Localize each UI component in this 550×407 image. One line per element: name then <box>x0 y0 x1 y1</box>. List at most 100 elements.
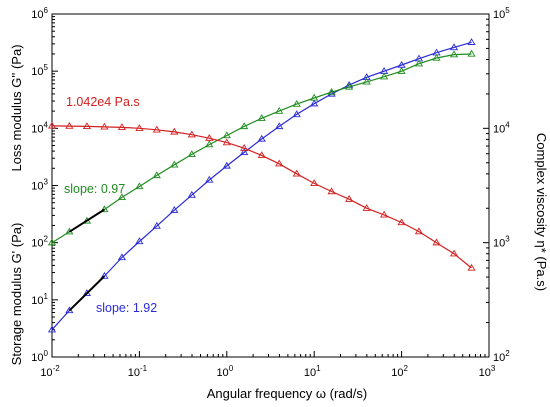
annotation-slope-loss: slope: 0.97 <box>64 182 125 196</box>
viscosity-point <box>432 238 441 246</box>
loss-point <box>327 87 336 95</box>
viscosity-line <box>51 125 472 269</box>
y-left-tick-label: 103 <box>31 178 48 193</box>
storage-point <box>205 175 214 183</box>
viscosity-point <box>257 151 266 159</box>
loss-point <box>240 122 249 130</box>
viscosity-point <box>117 123 127 130</box>
annotation-slope-storage: slope: 1.92 <box>96 301 157 315</box>
viscosity-point <box>170 127 179 135</box>
storage-point <box>152 221 161 229</box>
loss-point <box>345 82 354 90</box>
loss-point <box>117 193 127 201</box>
loss-point <box>362 77 371 85</box>
loss-point <box>292 99 301 107</box>
viscosity-point <box>240 144 249 151</box>
y-right-axis-title: Complex viscosity η* (Pa.s) <box>534 133 549 291</box>
viscosity-point <box>362 204 371 211</box>
storage-point <box>240 148 249 156</box>
x-tick-label: 101 <box>304 364 321 379</box>
y-left-tick-label: 106 <box>31 6 48 21</box>
viscosity-point <box>65 121 74 129</box>
loss-line <box>51 53 472 244</box>
y-right-tick-label: 103 <box>493 235 510 250</box>
storage-point <box>467 38 476 45</box>
storage-point <box>449 43 459 51</box>
viscosity-point <box>292 169 301 177</box>
viscosity-point <box>327 187 336 195</box>
viscosity-point <box>222 138 231 146</box>
storage-point <box>187 190 196 198</box>
y-left-tick-label: 105 <box>31 63 48 78</box>
loss-point <box>222 131 231 139</box>
x-tick-label: 100 <box>216 364 233 379</box>
x-tick-label: 10-2 <box>40 364 60 379</box>
y-axis-title-storage: Storage modulus G' (Pa) <box>9 223 24 366</box>
loss-point <box>135 182 144 190</box>
viscosity-point <box>397 218 406 226</box>
viscosity-point <box>100 122 109 130</box>
x-tick-label: 10-1 <box>128 364 148 379</box>
y-left-tick-label: 102 <box>31 235 48 250</box>
y-left-axis: 100 101 102 103 104 105 106 <box>31 6 58 364</box>
loss-point <box>397 66 406 74</box>
loss-point <box>187 150 196 158</box>
y-left-tick-label: 100 <box>31 349 48 364</box>
storage-point <box>257 134 266 142</box>
loss-point <box>380 72 389 80</box>
y-right-tick-label: 102 <box>493 349 510 364</box>
viscosity-point <box>310 179 319 187</box>
storage-point <box>310 99 319 107</box>
series-layer <box>47 38 476 333</box>
loss-point <box>467 49 476 57</box>
loss-point <box>47 238 57 246</box>
x-axis: 10-2 10-1 100 101 102 103 <box>40 351 496 379</box>
viscosity-point <box>414 227 424 235</box>
storage-point <box>135 237 144 245</box>
loss-point <box>432 53 441 61</box>
storage-point <box>362 73 371 80</box>
loss-point <box>310 93 319 101</box>
x-tick-label: 103 <box>479 364 496 379</box>
storage-point <box>292 110 301 118</box>
viscosity-point <box>449 249 459 257</box>
storage-point <box>117 253 127 261</box>
viscosity-point <box>47 121 57 129</box>
y-right-tick-label: 105 <box>493 6 510 21</box>
viscosity-point <box>135 124 144 131</box>
storage-point <box>100 271 109 279</box>
storage-point <box>275 122 284 130</box>
viscosity-point <box>187 130 196 138</box>
viscosity-point <box>82 122 92 130</box>
slope-fit-line-loss <box>68 208 105 233</box>
y-axis-title-loss: Loss modulus G'' (Pa) <box>9 44 24 171</box>
y-right-axis: 102 103 104 105 <box>483 6 510 364</box>
loss-point <box>152 171 161 179</box>
x-tick-label: 102 <box>391 364 408 379</box>
viscosity-point <box>152 125 161 133</box>
viscosity-point <box>275 159 284 167</box>
viscosity-point <box>345 195 354 202</box>
loss-point <box>414 59 424 67</box>
loss-point <box>257 114 266 121</box>
viscosity-point <box>380 210 389 218</box>
storage-line <box>51 41 472 331</box>
viscosity-point <box>467 263 476 271</box>
loss-point <box>275 106 284 114</box>
slope-fit-line-storage <box>68 275 106 312</box>
storage-point <box>327 89 336 97</box>
storage-point <box>170 206 179 213</box>
y-left-tick-label: 101 <box>31 292 48 307</box>
storage-point <box>222 161 231 169</box>
annotation-viscosity-plateau: 1.042e4 Pa.s <box>66 95 140 109</box>
y-right-tick-label: 104 <box>493 120 510 135</box>
storage-point <box>47 325 57 333</box>
viscosity-point <box>205 134 214 141</box>
loss-point <box>100 205 109 213</box>
loss-point <box>205 140 214 148</box>
loss-point <box>449 50 459 58</box>
loss-point <box>170 160 179 168</box>
y-left-tick-label: 104 <box>31 120 48 135</box>
x-axis-title: Angular frequency ω (rad/s) <box>207 386 367 401</box>
